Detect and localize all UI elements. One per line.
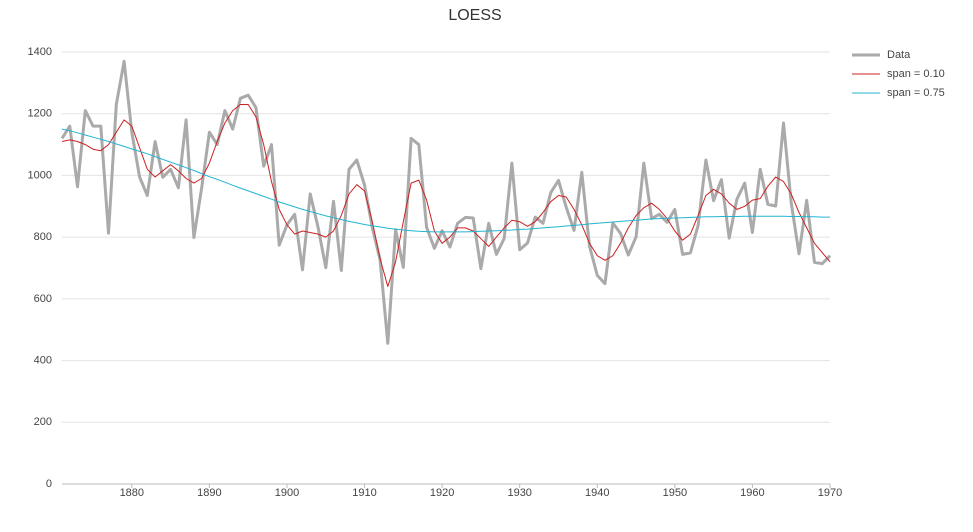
y-tick-label: 800 — [34, 231, 52, 243]
y-tick-label: 400 — [34, 354, 52, 366]
legend-label: span = 0.75 — [887, 87, 945, 99]
x-tick-label: 1960 — [740, 487, 764, 499]
x-tick-label: 1950 — [663, 487, 687, 499]
x-tick-label: 1900 — [275, 487, 299, 499]
y-tick-label: 1400 — [28, 46, 52, 58]
legend-label: Data — [887, 49, 911, 61]
x-tick-label: 1880 — [120, 487, 144, 499]
y-tick-label: 0 — [46, 478, 52, 490]
chart-title: LOESS — [448, 7, 501, 24]
data-line — [61, 104, 831, 287]
x-tick-label: 1940 — [585, 487, 609, 499]
data-line — [60, 59, 832, 345]
legend-label: span = 0.10 — [887, 68, 945, 80]
x-tick-label: 1890 — [197, 487, 221, 499]
y-tick-label: 200 — [34, 416, 52, 428]
x-tick-label: 1910 — [352, 487, 376, 499]
x-tick-label: 1920 — [430, 487, 454, 499]
y-tick-label: 1200 — [28, 108, 52, 120]
y-tick-label: 600 — [34, 293, 52, 305]
x-tick-label: 1930 — [507, 487, 531, 499]
y-tick-label: 1000 — [28, 169, 52, 181]
data-line — [61, 128, 830, 233]
x-tick-label: 1970 — [818, 487, 842, 499]
